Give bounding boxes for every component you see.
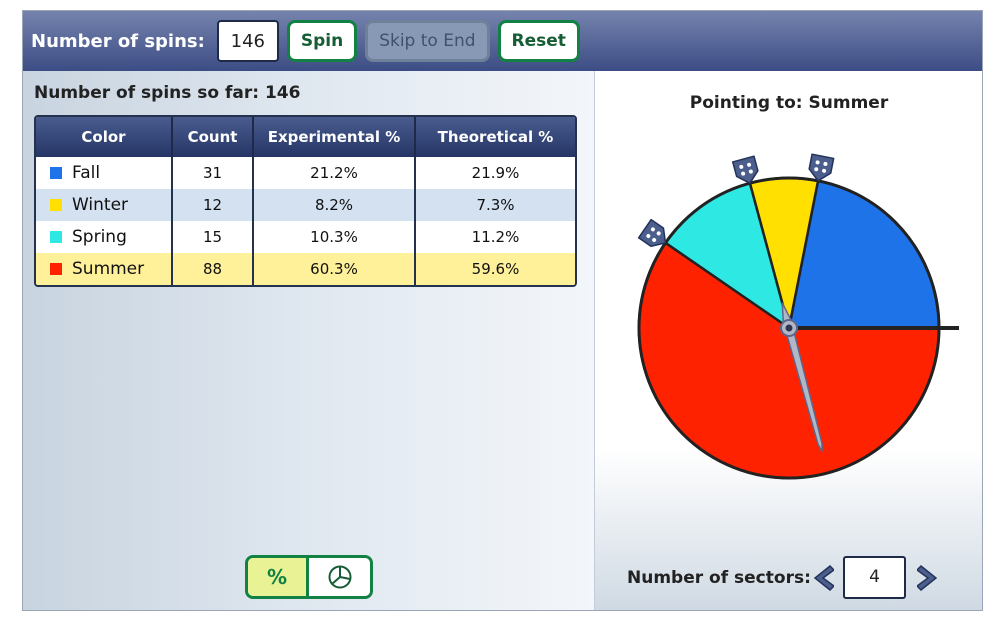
theoretical-cell: 7.3% xyxy=(415,189,575,221)
needle-pointer-icon[interactable] xyxy=(775,301,830,454)
header-experimental: Experimental % xyxy=(253,117,416,157)
color-name: Summer xyxy=(72,259,145,279)
pointing-to-text: Pointing to: Summer xyxy=(689,93,889,113)
fall-swatch xyxy=(50,167,62,179)
spinner-app: Number of spins: Spin Skip to End Reset … xyxy=(22,10,983,611)
spins-so-far-text: Number of spins so far: 146 xyxy=(34,83,301,103)
drag-handle-icon[interactable] xyxy=(807,153,835,183)
count-cell: 88 xyxy=(172,253,254,285)
spring-swatch xyxy=(50,231,62,243)
experimental-cell: 21.2% xyxy=(253,157,416,189)
count-cell: 15 xyxy=(172,221,254,253)
theoretical-cell: 21.9% xyxy=(415,157,575,189)
color-name: Fall xyxy=(72,163,101,183)
theoretical-cell: 11.2% xyxy=(415,221,575,253)
pie-view-button[interactable] xyxy=(309,558,370,596)
count-cell: 12 xyxy=(172,189,254,221)
table-header-row: Color Count Experimental % Theoretical % xyxy=(36,117,575,157)
reset-button[interactable]: Reset xyxy=(497,20,580,62)
summer-swatch xyxy=(50,263,62,275)
table-row: Winter 12 8.2% 7.3% xyxy=(36,189,575,221)
color-name: Spring xyxy=(72,227,127,247)
header-count: Count xyxy=(172,117,254,157)
spinner-panel: Pointing to: Summer Number of sectors: 4 xyxy=(594,71,983,610)
table-row: Fall 31 21.2% 21.9% xyxy=(36,157,575,189)
color-cell: Winter xyxy=(36,189,173,221)
spin-button[interactable]: Spin xyxy=(286,20,358,62)
spinner-wheel[interactable] xyxy=(595,151,983,491)
header-theoretical: Theoretical % xyxy=(415,117,575,157)
color-name: Winter xyxy=(72,195,129,215)
percent-view-button[interactable]: % xyxy=(248,558,309,596)
skip-to-end-button[interactable]: Skip to End xyxy=(365,20,490,62)
drag-handle-icon[interactable] xyxy=(637,218,672,252)
view-toggle: % xyxy=(245,555,373,599)
experimental-cell: 10.3% xyxy=(253,221,416,253)
results-table: Color Count Experimental % Theoretical %… xyxy=(34,115,577,287)
number-of-spins-label: Number of spins: xyxy=(31,30,205,52)
number-of-sectors-value[interactable]: 4 xyxy=(843,556,906,599)
toolbar: Number of spins: Spin Skip to End Reset xyxy=(23,11,982,71)
results-panel: Number of spins so far: 146 Color Count … xyxy=(23,71,594,610)
chevron-right-icon[interactable] xyxy=(917,565,941,591)
experimental-cell: 8.2% xyxy=(253,189,416,221)
table-row: Summer 88 60.3% 59.6% xyxy=(36,253,575,285)
theoretical-cell: 59.6% xyxy=(415,253,575,285)
color-cell: Fall xyxy=(36,157,173,189)
color-cell: Spring xyxy=(36,221,173,253)
number-of-spins-input[interactable] xyxy=(216,20,279,62)
table-row: Spring 15 10.3% 11.2% xyxy=(36,221,575,253)
count-cell: 31 xyxy=(172,157,254,189)
header-color: Color xyxy=(36,117,173,157)
drag-handle-icon[interactable] xyxy=(731,155,761,186)
pie-chart-icon xyxy=(328,565,351,589)
color-cell: Summer xyxy=(36,253,173,285)
winter-swatch xyxy=(50,199,62,211)
experimental-cell: 60.3% xyxy=(253,253,416,285)
number-of-sectors-label: Number of sectors: xyxy=(627,568,811,588)
chevron-left-icon[interactable] xyxy=(810,565,834,591)
